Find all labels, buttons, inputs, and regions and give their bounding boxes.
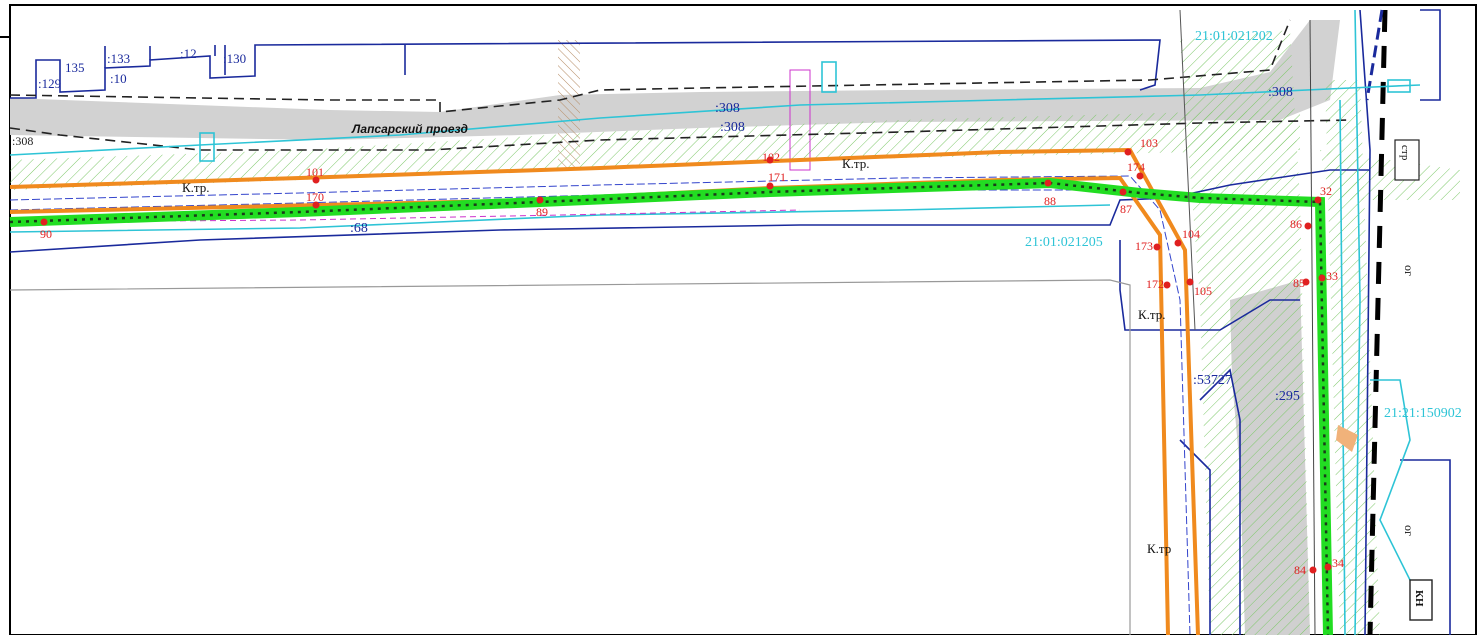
parcel-53727: :53727 [1193,373,1232,388]
parcel-12: :12 [180,46,197,61]
survey-point-85[interactable] [1302,278,1310,286]
black-line-1 [1309,19,1316,635]
parcel-10: :10 [110,71,127,86]
survey-point-103[interactable] [1124,148,1132,156]
point-label-172: 172 [1146,277,1164,291]
survey-point-101[interactable] [312,176,320,184]
label-ktr-2: К.тр. [842,156,870,171]
survey-point-170[interactable] [312,201,320,209]
hatched-strip-magenta [789,69,811,171]
heavy-dashed-line [1367,9,1388,635]
survey-point-34[interactable] [1324,563,1332,571]
parcel-295: :295 [1275,389,1300,404]
district-021205: 21:01:021205 [1025,235,1103,250]
survey-point-104[interactable] [1174,239,1182,247]
black-line-2 [1179,9,1196,331]
label-ktr-1: К.тр. [182,180,210,195]
point-label-84: 84 [1294,563,1306,577]
blue-dashed-line [1365,9,1384,101]
point-label-171: 171 [768,170,786,184]
parcel-lines [9,9,1451,635]
survey-point-86[interactable] [1304,222,1312,230]
point-label-170: 170 [306,190,324,204]
point-label-103: 103 [1140,136,1158,150]
street-name: Лапсарский проезд [351,122,468,136]
points-layer [40,148,1332,574]
dashed-boundaries [9,19,1351,151]
label-og-1: ог [1402,265,1416,276]
district-150902: 21:21:150902 [1384,406,1462,421]
point-label-33: 33 [1326,269,1338,283]
survey-point-174[interactable] [1136,172,1144,180]
kn-box [1409,579,1433,621]
point-label-90: 90 [40,227,52,241]
point-label-87: 87 [1120,202,1132,216]
survey-point-171[interactable] [766,182,774,190]
survey-point-172[interactable] [1163,281,1171,289]
survey-point-33[interactable] [1318,274,1326,282]
district-021202: 21:01:021202 [1195,29,1273,44]
parcel-133: :133 [107,51,130,66]
survey-point-90[interactable] [40,218,48,226]
block-edge [9,279,1131,635]
point-label-34: 34 [1332,556,1344,570]
point-label-104: 104 [1182,227,1200,241]
parcel-130: :130 [223,51,246,66]
point-label-102: 102 [762,150,780,164]
label-kn: КН [1413,590,1425,607]
parcel-308-mid: :308 [720,120,745,135]
point-label-89: 89 [536,205,548,219]
point-label-86: 86 [1290,217,1302,231]
survey-point-88[interactable] [1044,179,1052,187]
survey-point-84[interactable] [1309,566,1317,574]
point-label-88: 88 [1044,194,1056,208]
label-ktr-3: К.тр. [1138,307,1166,322]
survey-point-32[interactable] [1314,196,1322,204]
orange-patch [1336,425,1358,452]
survey-point-105[interactable] [1186,278,1194,286]
point-label-174: 174 [1127,160,1145,174]
label-og-2: ог [1402,525,1416,536]
parcel-308-right: :308 [1268,85,1293,100]
parcel-129: :129 [38,76,61,91]
str-box [1394,139,1420,181]
survey-point-87[interactable] [1119,188,1127,196]
parcel-308-left: :308 [12,134,33,148]
hatched-zone-right [1180,30,1310,635]
parcel-135: 135 [65,60,85,75]
parcel-308-top: :308 [715,101,740,116]
road-area-top [10,20,1340,140]
parcel-68: :68 [350,221,368,236]
label-ktr-4: К.тр [1147,541,1171,556]
point-label-85: 85 [1293,276,1305,290]
point-label-32: 32 [1320,184,1332,198]
survey-point-102[interactable] [766,156,774,164]
label-str: стр [1399,145,1411,161]
survey-point-173[interactable] [1153,243,1161,251]
survey-point-89[interactable] [536,196,544,204]
hatched-strip-brown [558,40,580,170]
point-label-105: 105 [1194,284,1212,298]
point-label-101: 101 [306,165,324,179]
point-label-173: 173 [1135,239,1153,253]
cyan-lines [9,9,1421,635]
